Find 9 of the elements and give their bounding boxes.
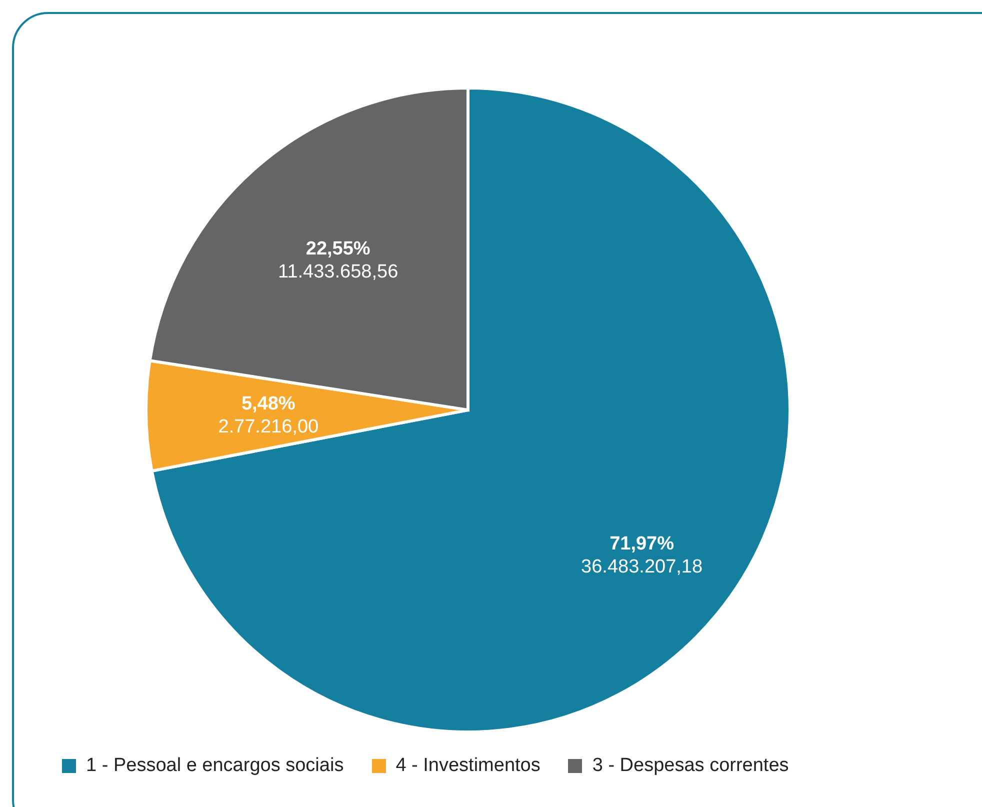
data-label: 5,48% [241,394,296,415]
text: 11.433.658,56 [278,261,398,282]
text: 2.77.216,00 [218,416,319,438]
data-label: 22,55% [306,238,370,260]
text: 36.483.207,18 [581,556,703,578]
legend-label: 1 - Pessoal e encargos sociais [86,755,344,777]
legend-label: 4 - Investimentos [396,755,540,777]
legend-label: 3 - Despesas correntes [592,755,789,777]
data-label: 71,97% [610,534,674,555]
